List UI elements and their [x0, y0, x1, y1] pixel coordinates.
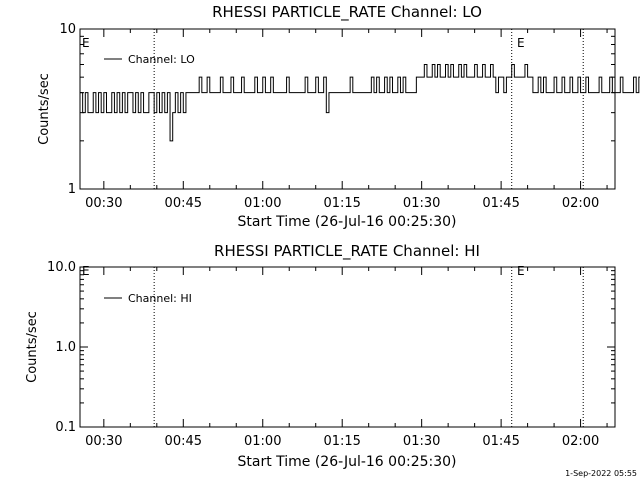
x-tick-label: 01:00 [244, 434, 281, 449]
series-line [80, 64, 640, 142]
x-tick-label: 01:45 [482, 434, 519, 449]
y-tick-label: 10 [59, 22, 76, 37]
x-tick-label: 00:30 [85, 196, 122, 211]
x-tick-label: 01:45 [482, 196, 519, 211]
event-marker: E [82, 264, 90, 278]
event-marker: E [517, 36, 525, 50]
x-tick-label: 01:15 [323, 196, 360, 211]
x-tick-label: 00:30 [85, 434, 122, 449]
lo-channel-panel: RHESSI PARTICLE_RATE Channel: LO Start T… [37, 3, 640, 230]
y-tick-label: 1 [68, 182, 76, 197]
plot-frame [79, 28, 616, 190]
x-tick-label: 00:45 [165, 434, 202, 449]
y-axis-label: Counts/sec [37, 73, 52, 145]
legend-entry: Channel: HI [128, 292, 192, 305]
y-tick-label: 0.1 [55, 420, 76, 435]
event-marker: E [82, 36, 90, 50]
x-tick-label: 01:15 [323, 434, 360, 449]
chart-title: RHESSI PARTICLE_RATE Channel: LO [212, 3, 482, 22]
x-axis-label: Start Time (26-Jul-16 00:25:30) [237, 214, 456, 230]
x-axis-label: Start Time (26-Jul-16 00:25:30) [237, 454, 456, 470]
hi-channel-panel: RHESSI PARTICLE_RATE Channel: HI Start T… [25, 242, 616, 470]
y-tick-label: 10.0 [47, 260, 76, 275]
plot-frame [79, 266, 616, 428]
x-tick-label: 01:00 [244, 196, 281, 211]
y-tick-label: 1.0 [55, 340, 76, 355]
x-tick-label: 00:45 [165, 196, 202, 211]
x-tick-label: 01:30 [403, 434, 440, 449]
chart-title: RHESSI PARTICLE_RATE Channel: HI [214, 242, 480, 261]
y-axis-label: Counts/sec [25, 311, 40, 383]
legend-entry: Channel: LO [128, 53, 195, 66]
x-tick-label: 01:30 [403, 196, 440, 211]
x-tick-label: 02:00 [562, 196, 599, 211]
event-marker: E [517, 264, 525, 278]
x-tick-label: 02:00 [562, 434, 599, 449]
footer-timestamp: 1-Sep-2022 05:55 [565, 469, 637, 478]
